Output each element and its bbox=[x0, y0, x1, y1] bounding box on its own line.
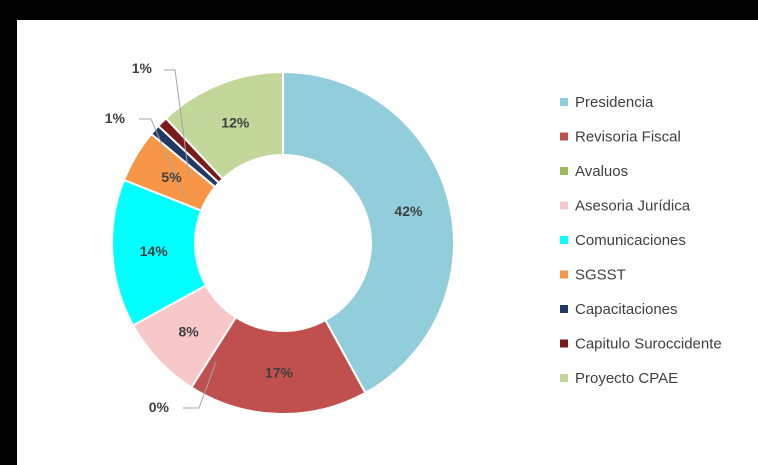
data-label-proyecto-cpae: 12% bbox=[221, 115, 250, 131]
leader-line-avaluos bbox=[183, 361, 217, 409]
legend-swatch-avaluos bbox=[560, 167, 568, 175]
legend-swatch-capitulo-suroccidente bbox=[560, 339, 568, 348]
legend-label-presidencia: Presidencia bbox=[575, 94, 654, 111]
leader-line-capitulo-suroccidente bbox=[164, 69, 190, 177]
legend-label-comunicaciones: Comunicaciones bbox=[575, 232, 686, 249]
data-label-presidencia: 42% bbox=[394, 203, 423, 219]
legend-swatch-capacitaciones bbox=[560, 305, 568, 313]
legend-label-proyecto-cpae: Proyecto CPAE bbox=[575, 370, 678, 387]
data-label-asesoria-juridica: 8% bbox=[178, 324, 199, 340]
data-label-revisoria-fiscal: 17% bbox=[265, 364, 294, 380]
data-labels-group: 42% 17% 0% 8% 14% 5% 1% 1% 12% bbox=[105, 60, 423, 415]
data-label-capitulo-suroccidente: 1% bbox=[132, 60, 153, 76]
legend-label-revisoria-fiscal: Revisoria Fiscal bbox=[575, 129, 681, 146]
legend-swatch-revisoria-fiscal bbox=[560, 132, 568, 141]
slice-presidencia bbox=[282, 70, 455, 395]
legend-swatch-presidencia bbox=[560, 98, 568, 106]
legend-label-capacitaciones: Capacitaciones bbox=[575, 301, 678, 318]
legend-swatch-sgsst bbox=[560, 270, 568, 279]
slice-proyecto-cpae bbox=[164, 70, 284, 181]
data-label-avaluos: 0% bbox=[149, 399, 170, 415]
legend-swatch-proyecto-cpae bbox=[560, 374, 568, 382]
legend-label-avaluos: Avaluos bbox=[575, 163, 628, 180]
legend-swatch-asesoria-juridica bbox=[560, 201, 568, 210]
leader-line-capacitaciones bbox=[139, 118, 186, 199]
legend-label-sgsst: SGSST bbox=[575, 267, 626, 284]
data-label-comunicaciones: 14% bbox=[140, 243, 169, 259]
legend: Presidencia Revisoria Fiscal Avaluos Asesor… bbox=[560, 94, 722, 387]
leader-lines-group bbox=[139, 69, 217, 409]
data-label-sgsst: 5% bbox=[161, 169, 182, 185]
legend-swatch-comunicaciones bbox=[560, 236, 568, 244]
chart-panel: 42% 17% 0% 8% 14% 5% 1% 1% 12% Presidencia Reviso… bbox=[17, 20, 758, 465]
legend-label-asesoria-juridica: Asesoria Jurídica bbox=[575, 198, 691, 215]
doughnut-chart: 42% 17% 0% 8% 14% 5% 1% 1% 12% Presidencia Reviso… bbox=[105, 60, 722, 415]
data-label-capacitaciones: 1% bbox=[105, 110, 126, 126]
slices-group bbox=[111, 70, 455, 415]
legend-label-capitulo-suroccidente: Capitulo Suroccidente bbox=[575, 336, 722, 353]
